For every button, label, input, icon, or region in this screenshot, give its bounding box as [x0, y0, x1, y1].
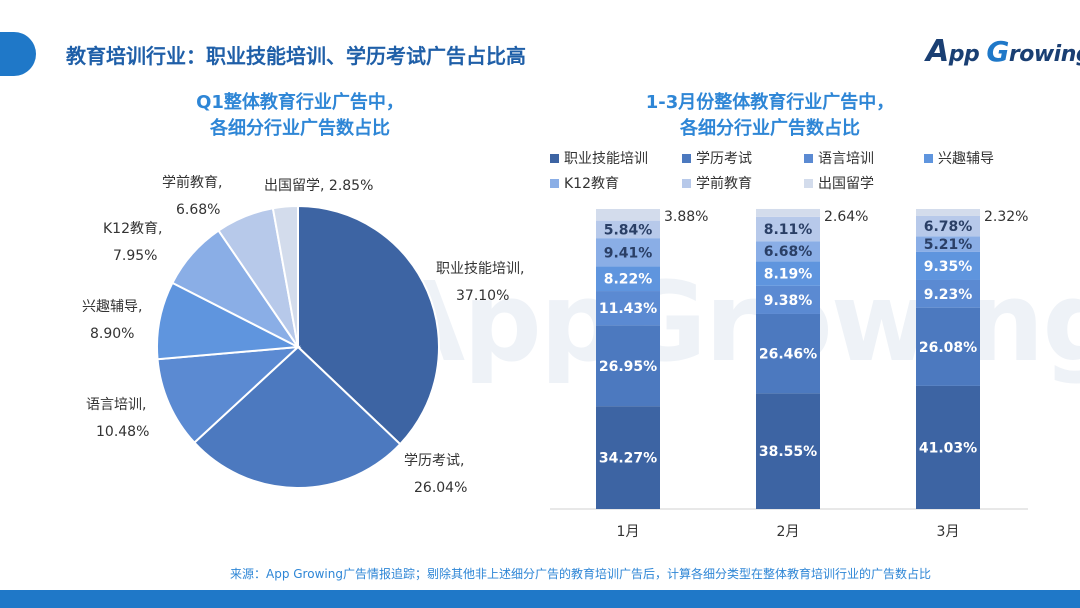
bar-segment-职业技能培训-1月	[596, 406, 660, 509]
bar-data-label: 6.78%	[924, 219, 973, 235]
bar-data-label: 6.68%	[764, 244, 813, 260]
legend-swatch	[804, 153, 813, 163]
pie-label-slice-4: K12教育, 7.95%	[103, 221, 163, 264]
bar-segment-出国留学-1月	[596, 209, 660, 221]
bar-data-label: 26.95%	[599, 359, 657, 375]
legend-swatch	[682, 178, 691, 188]
legend-item: 学历考试	[682, 148, 752, 168]
bar-segment-学前教育-1月	[596, 220, 660, 239]
legend-swatch	[924, 153, 933, 163]
legend-swatch	[804, 178, 813, 188]
legend-swatch	[550, 178, 559, 188]
bottom-accent-bar	[0, 590, 1080, 608]
bar-data-label: 34.27%	[599, 451, 657, 467]
bar-data-label: 41.03%	[919, 440, 977, 456]
bar-data-label: 9.38%	[764, 293, 813, 309]
bar-segment-出国留学-3月	[916, 209, 980, 216]
bar-segment-学前教育-3月	[916, 215, 980, 237]
bar-data-label: 26.08%	[919, 340, 977, 356]
bar-data-label: 5.84%	[604, 222, 653, 238]
bar-data-label: 8.11%	[764, 222, 813, 238]
bar-segment-语言培训-2月	[756, 285, 820, 314]
pie-chart-title: Q1整体教育行业广告中， 各细分行业广告数占比	[196, 92, 404, 139]
bar-segment-兴趣辅导-3月	[916, 251, 980, 280]
bar-segment-兴趣辅导-1月	[596, 266, 660, 292]
legend-item: K12教育	[550, 173, 619, 193]
bar-data-label: 11.43%	[599, 301, 657, 317]
legend-item: 语言培训	[804, 148, 874, 168]
legend-item: 学前教育	[682, 173, 752, 193]
bar-data-label: 9.35%	[924, 259, 973, 275]
x-tick-label: 2月	[777, 524, 800, 540]
bar-data-label: 8.22%	[604, 272, 653, 288]
pie-label-slice-3: 兴趣辅导, 8.90%	[82, 299, 143, 342]
bar-data-label: 5.21%	[924, 237, 973, 253]
bar-segment-学前教育-2月	[756, 216, 820, 242]
bar-segment-语言培训-1月	[596, 291, 660, 326]
bar-segment-学历考试-1月	[596, 325, 660, 407]
bar-segment-出国留学-2月	[756, 208, 820, 217]
bar-segment-K12教育-1月	[596, 238, 660, 267]
bar-segment-K12教育-2月	[756, 241, 820, 262]
legend-item: 职业技能培训	[550, 148, 648, 168]
bar-data-label: 38.55%	[759, 444, 817, 460]
pie-slice-职业技能培训	[297, 204, 440, 446]
bar-chart-title: 1-3月份整体教育行业广告中， 各细分行业广告数占比	[645, 92, 895, 139]
pie-label-slice-5: 学前教育, 6.68%	[162, 175, 223, 218]
app-growing-logo: App Growing	[926, 34, 1080, 69]
bar-segment-兴趣辅导-2月	[756, 261, 820, 286]
bar-segment-学历考试-2月	[756, 313, 820, 394]
bar-segment-语言培训-3月	[916, 279, 980, 308]
bar-segment-K12教育-3月	[916, 236, 980, 252]
bar-segment-职业技能培训-2月	[756, 393, 820, 509]
x-tick-label: 3月	[937, 524, 960, 540]
bar-data-label: 2.32%	[984, 209, 1028, 225]
pie-label-slice-0: 职业技能培训, 37.10%	[436, 261, 525, 304]
bar-segment-职业技能培训-3月	[916, 385, 980, 509]
pie-slice-语言培训	[156, 345, 301, 445]
bar-data-label: 9.23%	[924, 287, 973, 303]
title-accent-tab	[0, 32, 36, 76]
bar-data-label: 2.64%	[824, 209, 868, 225]
pie-slice-学历考试	[192, 345, 402, 489]
pie-slice-出国留学	[271, 204, 299, 348]
legend-swatch	[682, 153, 691, 163]
bar-data-label: 26.46%	[759, 347, 817, 363]
pie-label-slice-6: 出国留学, 2.85%	[264, 178, 374, 194]
bar-segment-学历考试-3月	[916, 307, 980, 386]
legend-item: 兴趣辅导	[924, 148, 994, 168]
pie-label-slice-1: 学历考试, 26.04%	[404, 453, 468, 496]
bar-data-label: 3.88%	[664, 209, 708, 225]
page-title: 教育培训行业：职业技能培训、学历考试广告占比高	[66, 44, 526, 68]
bar-data-label: 8.19%	[764, 267, 813, 283]
bar-data-label: 9.41%	[604, 245, 653, 261]
legend-item: 出国留学	[804, 173, 874, 193]
legend-swatch	[550, 153, 559, 163]
pie-label-slice-2: 语言培训, 10.48%	[86, 397, 150, 440]
source-note: 来源：App Growing广告情报追踪；剔除其他非上述细分广告的教育培训广告后…	[230, 567, 931, 581]
x-tick-label: 1月	[617, 524, 640, 540]
